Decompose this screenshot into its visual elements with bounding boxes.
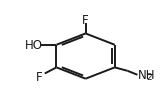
Text: HO: HO [25,39,43,52]
Text: F: F [82,14,89,27]
Text: F: F [36,70,43,83]
Text: 2: 2 [146,73,152,82]
Text: NH: NH [138,69,155,82]
